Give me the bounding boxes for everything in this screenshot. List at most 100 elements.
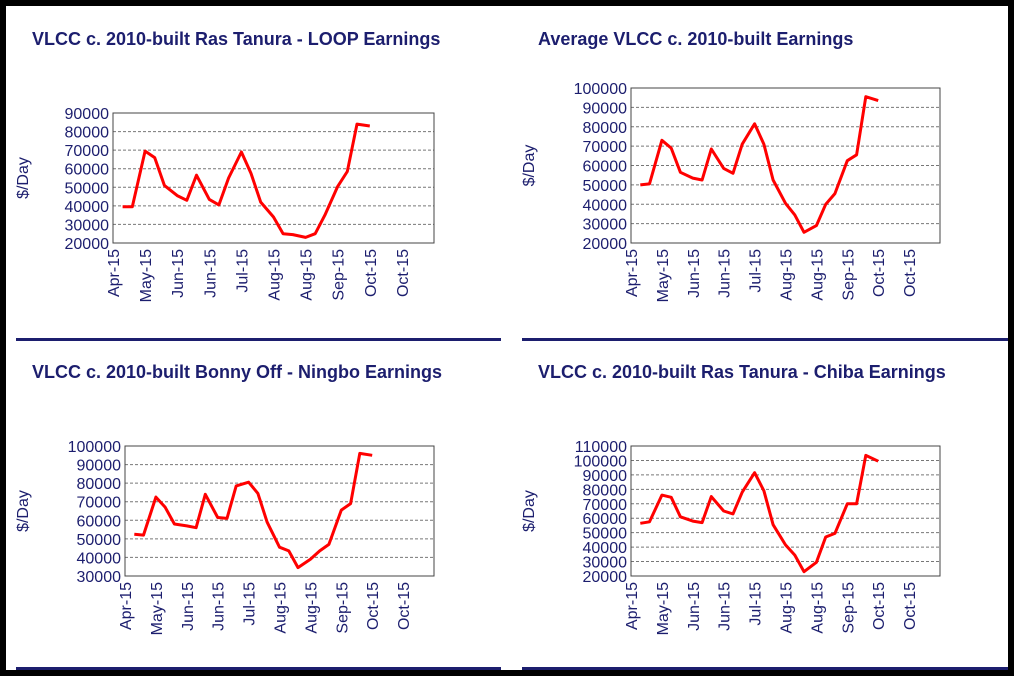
chart-title: VLCC c. 2010-built Bonny Off - Ningbo Ea… xyxy=(32,362,443,382)
y-tick-label: 70000 xyxy=(77,495,122,512)
y-tick-label: 80000 xyxy=(65,125,110,142)
y-tick-label: 80000 xyxy=(583,120,628,137)
y-tick-label: 60000 xyxy=(583,511,628,528)
x-tick-label: Jun-15 xyxy=(211,582,228,631)
x-tick-label: Apr-15 xyxy=(118,582,135,630)
y-tick-label: 90000 xyxy=(583,468,628,485)
y-tick-label: 40000 xyxy=(77,550,122,567)
x-tick-label: Oct-15 xyxy=(902,582,919,630)
x-tick-label: Aug-15 xyxy=(779,249,796,301)
y-tick-label: 40000 xyxy=(583,197,628,214)
y-axis-label: $/Day xyxy=(15,157,32,199)
y-tick-label: 90000 xyxy=(77,458,122,475)
dashboard: VLCC c. 2010-built Ras Tanura - LOOP Ear… xyxy=(6,6,1008,670)
chart-title: VLCC c. 2010-built Ras Tanura - Chiba Ea… xyxy=(538,362,946,382)
y-tick-label: 50000 xyxy=(583,178,628,195)
x-tick-label: Aug-15 xyxy=(779,582,796,634)
series-line xyxy=(134,451,373,570)
divider xyxy=(522,667,1008,670)
plot-area xyxy=(124,445,435,577)
y-tick-label: 60000 xyxy=(583,159,628,176)
y-tick-label: 70000 xyxy=(583,497,628,514)
plot-area xyxy=(630,87,941,244)
y-tick-label: 70000 xyxy=(65,143,110,160)
x-tick-label: Jun-15 xyxy=(202,249,219,298)
y-tick-label: 60000 xyxy=(65,162,110,179)
chart-panel-bonny-off-ningbo: VLCC c. 2010-built Bonny Off - Ningbo Ea… xyxy=(6,339,506,669)
y-tick-label: 50000 xyxy=(77,532,122,549)
x-tick-label: Sep-15 xyxy=(840,582,857,634)
series-line xyxy=(640,453,879,574)
y-tick-label: 80000 xyxy=(583,482,628,499)
x-tick-label: Oct-15 xyxy=(365,582,382,630)
y-tick-label: 50000 xyxy=(583,526,628,543)
y-tick-label: 90000 xyxy=(583,100,628,117)
x-tick-label: Jun-15 xyxy=(170,249,187,298)
y-tick-label: 20000 xyxy=(65,236,110,253)
y-tick-label: 40000 xyxy=(583,540,628,557)
x-tick-label: Oct-15 xyxy=(363,249,380,297)
x-tick-label: Sep-15 xyxy=(334,582,351,634)
x-tick-label: Jul-15 xyxy=(748,582,765,626)
y-tick-label: 20000 xyxy=(583,569,628,586)
y-tick-label: 20000 xyxy=(583,236,628,253)
plot-area xyxy=(630,445,941,577)
chart-panel-ras-tanura-chiba: VLCC c. 2010-built Ras Tanura - Chiba Ea… xyxy=(512,339,1012,669)
y-tick-label: 60000 xyxy=(77,513,122,530)
x-tick-label: May-15 xyxy=(655,249,672,302)
series-line xyxy=(640,95,879,234)
y-tick-label: 110000 xyxy=(575,439,627,456)
y-axis-label: $/Day xyxy=(15,490,32,532)
plot-area xyxy=(112,112,435,244)
x-tick-label: Aug-15 xyxy=(299,249,316,301)
y-tick-label: 40000 xyxy=(65,199,110,216)
chart-panel-average-earnings: Average VLCC c. 2010-built Earnings 2000… xyxy=(512,6,1012,336)
chart-title: Average VLCC c. 2010-built Earnings xyxy=(538,29,854,49)
x-tick-label: Jul-15 xyxy=(242,582,259,626)
series-line xyxy=(122,122,371,239)
x-tick-label: May-15 xyxy=(655,582,672,635)
x-tick-label: Oct-15 xyxy=(395,249,412,297)
x-tick-label: May-15 xyxy=(138,249,155,302)
x-tick-label: Oct-15 xyxy=(871,582,888,630)
x-tick-label: Jun-15 xyxy=(180,582,197,631)
x-tick-label: Jun-15 xyxy=(686,249,703,298)
x-tick-label: Jul-15 xyxy=(748,249,765,293)
y-tick-label: 30000 xyxy=(583,217,628,234)
x-tick-label: Oct-15 xyxy=(871,249,888,297)
y-tick-label: 30000 xyxy=(65,217,110,234)
chart-canvas: 20000 30000 40000 50000 60000 70000 80000 90000… xyxy=(521,81,941,302)
chart-panel-ras-tanura-loop: VLCC c. 2010-built Ras Tanura - LOOP Ear… xyxy=(6,6,506,336)
x-tick-label: Sep-15 xyxy=(331,249,348,301)
x-tick-label: Aug-15 xyxy=(303,582,320,634)
divider xyxy=(16,338,501,341)
x-tick-label: Aug-15 xyxy=(809,582,826,634)
x-tick-label: Jun-15 xyxy=(717,582,734,631)
y-tick-label: 100000 xyxy=(68,439,121,456)
y-tick-label: 70000 xyxy=(583,139,628,156)
x-tick-label: Jun-15 xyxy=(717,249,734,298)
x-tick-label: Aug-15 xyxy=(809,249,826,301)
divider xyxy=(522,338,1008,341)
x-tick-label: Apr-15 xyxy=(624,249,641,297)
x-tick-label: Oct-15 xyxy=(902,249,919,297)
y-tick-label: 30000 xyxy=(583,555,628,572)
x-tick-label: May-15 xyxy=(149,582,166,635)
x-tick-label: Sep-15 xyxy=(840,249,857,301)
y-axis-label: $/Day xyxy=(521,490,538,532)
x-tick-label: Apr-15 xyxy=(624,582,641,630)
y-tick-label: 80000 xyxy=(77,476,122,493)
y-tick-label: 100000 xyxy=(574,81,627,98)
y-tick-label: 100000 xyxy=(574,453,627,470)
chart-title: VLCC c. 2010-built Ras Tanura - LOOP Ear… xyxy=(32,29,441,49)
y-tick-label: 50000 xyxy=(65,180,110,197)
chart-canvas: 2000030000400005000060000700008000090000… xyxy=(521,439,941,635)
y-axis-label: $/Day xyxy=(521,145,538,187)
x-tick-label: Jul-15 xyxy=(234,249,251,293)
x-tick-label: Apr-15 xyxy=(106,249,123,297)
y-tick-label: 90000 xyxy=(65,106,110,123)
x-tick-label: Aug-15 xyxy=(267,249,284,301)
divider xyxy=(16,667,501,670)
